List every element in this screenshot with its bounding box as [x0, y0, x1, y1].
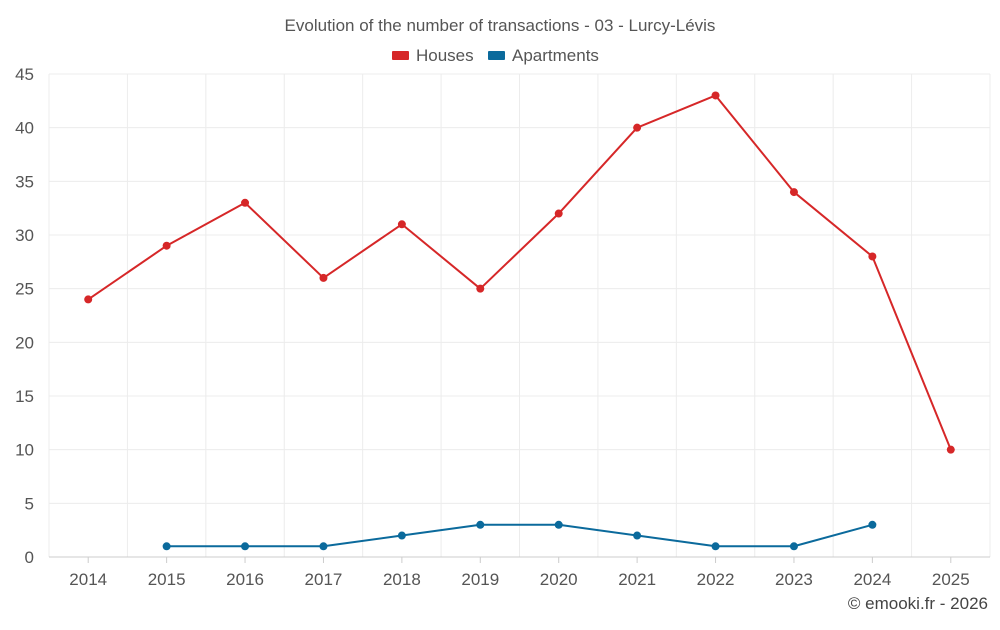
series-lines — [84, 91, 955, 551]
series-line-houses — [87, 94, 952, 451]
grid — [48, 73, 991, 557]
chart-title: Evolution of the number of transactions … — [285, 16, 716, 35]
y-tick-label: 10 — [15, 441, 34, 460]
x-tick-label: 2024 — [853, 570, 891, 589]
y-tick-label: 20 — [15, 333, 34, 352]
data-point-houses — [946, 445, 955, 454]
y-tick-label: 25 — [15, 280, 34, 299]
y-tick-label: 40 — [15, 119, 34, 138]
data-point-houses — [84, 295, 93, 304]
x-tick-label: 2022 — [697, 570, 735, 589]
data-point-houses — [162, 241, 171, 250]
data-point-apartments — [476, 520, 485, 529]
series-line-apartments — [166, 523, 873, 548]
data-point-apartments — [554, 520, 563, 529]
legend-label-houses: Houses — [416, 46, 474, 65]
series-apartments — [162, 520, 877, 551]
data-point-houses — [789, 188, 798, 197]
data-point-houses — [633, 123, 642, 132]
y-tick-label: 30 — [15, 226, 34, 245]
series-houses — [84, 91, 955, 454]
data-point-apartments — [319, 542, 328, 551]
data-point-apartments — [868, 520, 877, 529]
data-point-apartments — [397, 531, 406, 540]
x-tick-label: 2015 — [148, 570, 186, 589]
data-point-apartments — [162, 542, 171, 551]
data-point-houses — [554, 209, 563, 218]
y-tick-label: 0 — [25, 548, 34, 567]
y-tick-label: 35 — [15, 172, 34, 191]
data-point-houses — [711, 91, 720, 100]
legend-item-apartments[interactable]: Apartments — [488, 46, 599, 65]
data-point-houses — [868, 252, 877, 261]
x-tick-label: 2025 — [932, 570, 970, 589]
x-tick-label: 2014 — [69, 570, 107, 589]
y-tick-label: 15 — [15, 387, 34, 406]
data-point-apartments — [789, 542, 798, 551]
credit-text: © emooki.fr - 2026 — [848, 594, 988, 613]
data-point-houses — [241, 198, 250, 207]
data-point-apartments — [633, 531, 642, 540]
legend-item-houses[interactable]: Houses — [392, 46, 474, 65]
x-tick-label: 2016 — [226, 570, 264, 589]
data-point-houses — [397, 220, 406, 229]
legend-swatch-houses — [392, 51, 409, 60]
y-tick-label: 45 — [15, 65, 34, 84]
x-tick-label: 2017 — [305, 570, 343, 589]
data-point-apartments — [241, 542, 250, 551]
x-tick-label: 2018 — [383, 570, 421, 589]
x-tick-label: 2023 — [775, 570, 813, 589]
data-point-houses — [476, 284, 485, 293]
data-point-apartments — [711, 542, 720, 551]
legend-swatch-apartments — [488, 51, 505, 60]
x-tick-label: 2019 — [461, 570, 499, 589]
data-point-houses — [319, 273, 328, 282]
legend: Houses Apartments — [392, 46, 599, 65]
x-tick-label: 2021 — [618, 570, 656, 589]
x-tick-label: 2020 — [540, 570, 578, 589]
y-tick-label: 5 — [25, 494, 34, 513]
legend-label-apartments: Apartments — [512, 46, 599, 65]
